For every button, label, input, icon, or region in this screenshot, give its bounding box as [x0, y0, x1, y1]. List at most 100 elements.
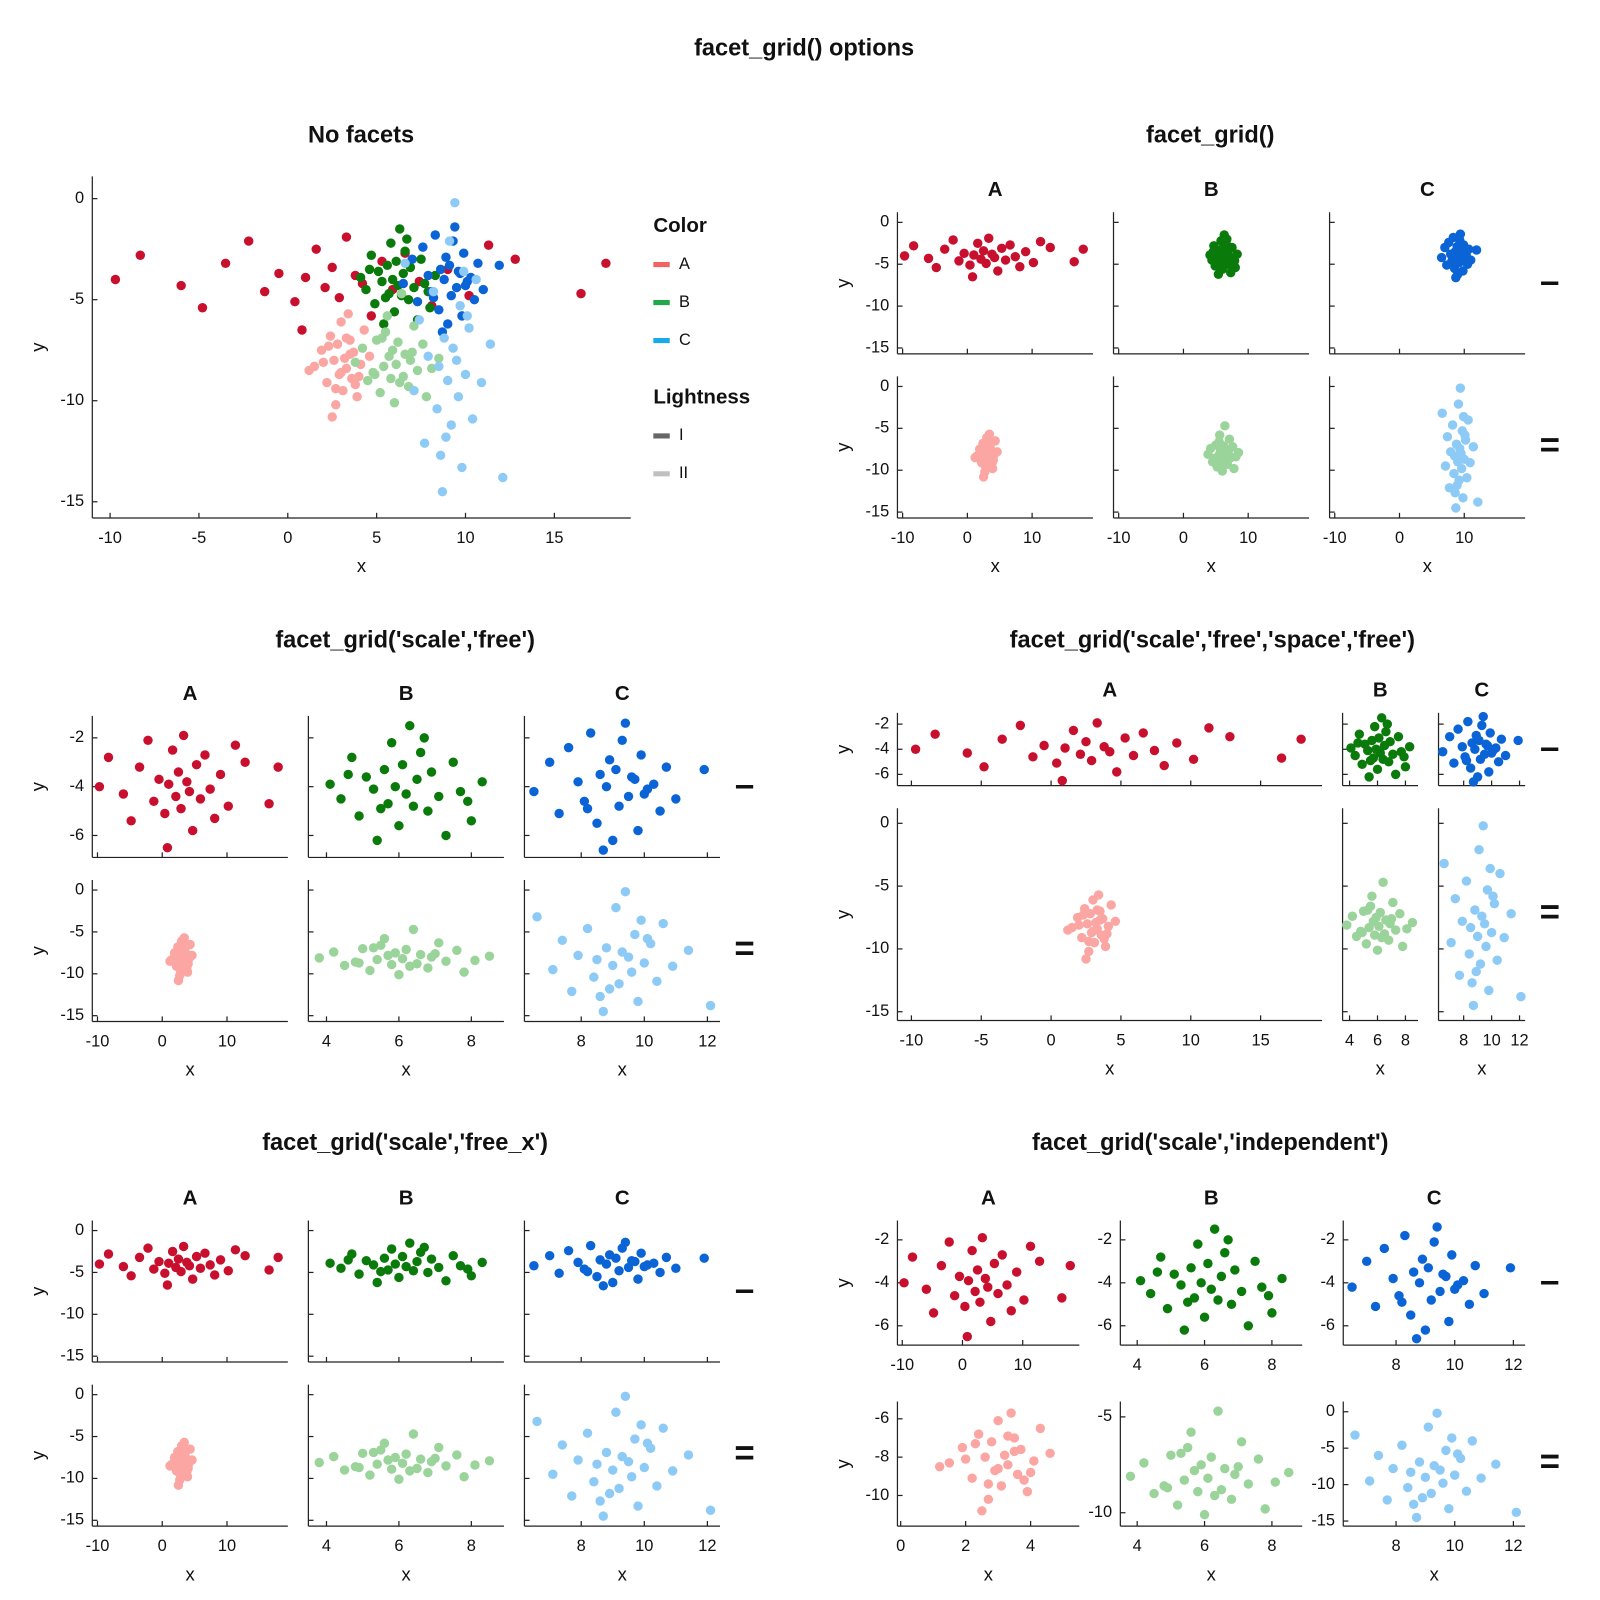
point: [989, 252, 1000, 263]
point: [1450, 1284, 1460, 1294]
point: [264, 1265, 274, 1275]
point: [1045, 1448, 1055, 1459]
y-tick-label: -5: [1098, 1407, 1113, 1425]
point: [1382, 1495, 1392, 1505]
y-tick-label: -10: [866, 461, 890, 479]
point: [1284, 1467, 1294, 1478]
point: [1039, 740, 1049, 751]
point: [183, 959, 193, 969]
point: [430, 270, 441, 281]
point: [1057, 775, 1067, 786]
facet-column-label: A: [1102, 679, 1117, 702]
point: [1458, 411, 1469, 422]
point: [617, 947, 627, 957]
point: [383, 799, 393, 809]
point: [444, 236, 455, 246]
facet-row-label: –: [1540, 727, 1559, 766]
y-tick-label: -5: [70, 922, 85, 940]
point: [1388, 897, 1398, 908]
legend-label: A: [679, 255, 690, 273]
point: [430, 230, 441, 240]
point: [368, 1260, 379, 1270]
point: [959, 248, 969, 259]
point: [1441, 1445, 1451, 1456]
point: [548, 1469, 558, 1479]
point: [960, 1301, 970, 1312]
point: [380, 292, 391, 303]
point: [215, 769, 226, 780]
point: [441, 432, 451, 442]
y-axis-label: y: [832, 909, 853, 919]
point: [397, 954, 408, 964]
point: [327, 412, 337, 422]
panel-title: facet_grid('scale','free'): [275, 626, 535, 652]
point: [1186, 1263, 1196, 1273]
x-tick-label: 0: [958, 1356, 967, 1374]
point: [1414, 1457, 1425, 1467]
point: [426, 767, 437, 777]
point: [223, 1266, 234, 1276]
point: [423, 1467, 433, 1478]
point: [354, 1269, 364, 1279]
point: [448, 343, 458, 353]
point: [452, 945, 462, 956]
point: [382, 311, 393, 321]
x-tick-label: 12: [1504, 1356, 1522, 1374]
x-tick-label: 8: [577, 1537, 586, 1555]
x-tick-label: 8: [577, 1032, 586, 1050]
point: [1491, 1459, 1501, 1469]
point: [341, 333, 352, 343]
point: [403, 294, 414, 305]
point: [1227, 242, 1237, 253]
point: [589, 1477, 599, 1487]
x-tick-label: 8: [467, 1032, 476, 1050]
point: [671, 794, 681, 804]
point: [419, 733, 429, 743]
point: [494, 260, 504, 271]
point: [462, 311, 472, 321]
point: [331, 400, 341, 410]
point: [957, 1442, 968, 1453]
point: [1400, 762, 1411, 772]
point: [563, 742, 574, 753]
point: [1224, 434, 1235, 444]
point: [387, 345, 398, 355]
point: [165, 956, 175, 966]
point: [1449, 468, 1459, 479]
point: [401, 1449, 411, 1459]
point: [325, 779, 335, 789]
point: [1465, 457, 1475, 468]
y-tick-label: -4: [875, 740, 890, 758]
x-tick-label: -10: [900, 1031, 924, 1049]
point: [1217, 466, 1228, 476]
point: [1464, 1299, 1475, 1310]
point: [1063, 925, 1073, 935]
x-tick-label: -10: [890, 1356, 914, 1374]
point: [273, 762, 283, 772]
point: [1019, 1475, 1029, 1485]
point: [375, 387, 385, 398]
legend-label: II: [679, 464, 688, 482]
point: [1009, 1446, 1020, 1457]
point: [459, 967, 469, 977]
x-tick-label: 0: [896, 1537, 905, 1555]
point: [1081, 736, 1091, 747]
point: [1447, 420, 1458, 430]
point: [604, 1488, 615, 1499]
point: [699, 1253, 709, 1263]
point: [601, 258, 611, 269]
point: [467, 414, 478, 424]
point: [103, 752, 114, 763]
point: [1373, 1450, 1384, 1461]
point: [923, 253, 934, 264]
x-axis-label: x: [402, 1563, 412, 1584]
point: [200, 1248, 210, 1258]
point: [94, 1259, 105, 1269]
point: [1196, 1460, 1206, 1470]
point: [928, 1308, 939, 1318]
point: [633, 1501, 643, 1511]
point: [322, 377, 332, 388]
point: [981, 258, 991, 269]
point: [1477, 911, 1487, 921]
point: [1364, 1476, 1375, 1486]
